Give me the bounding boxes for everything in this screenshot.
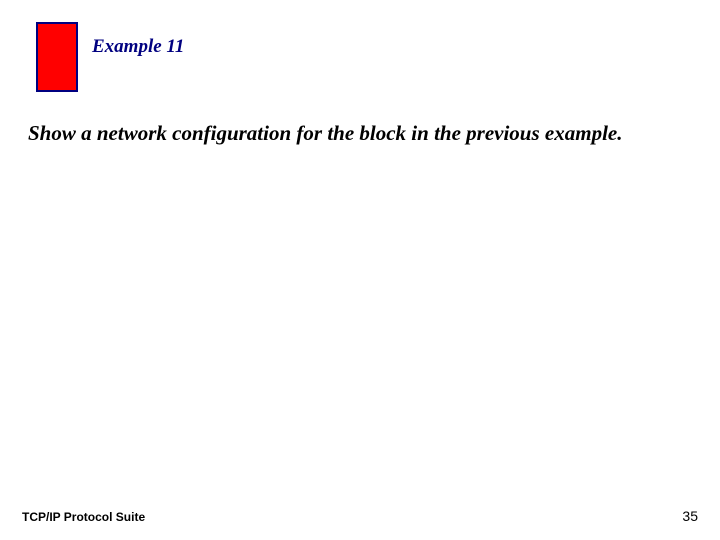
body-text: Show a network configuration for the blo… — [28, 120, 690, 146]
slide: Example 11 Show a network configuration … — [0, 0, 720, 540]
page-number: 35 — [682, 508, 698, 524]
footer-source: TCP/IP Protocol Suite — [22, 510, 145, 524]
example-title: Example 11 — [92, 36, 184, 58]
accent-box — [36, 22, 78, 92]
